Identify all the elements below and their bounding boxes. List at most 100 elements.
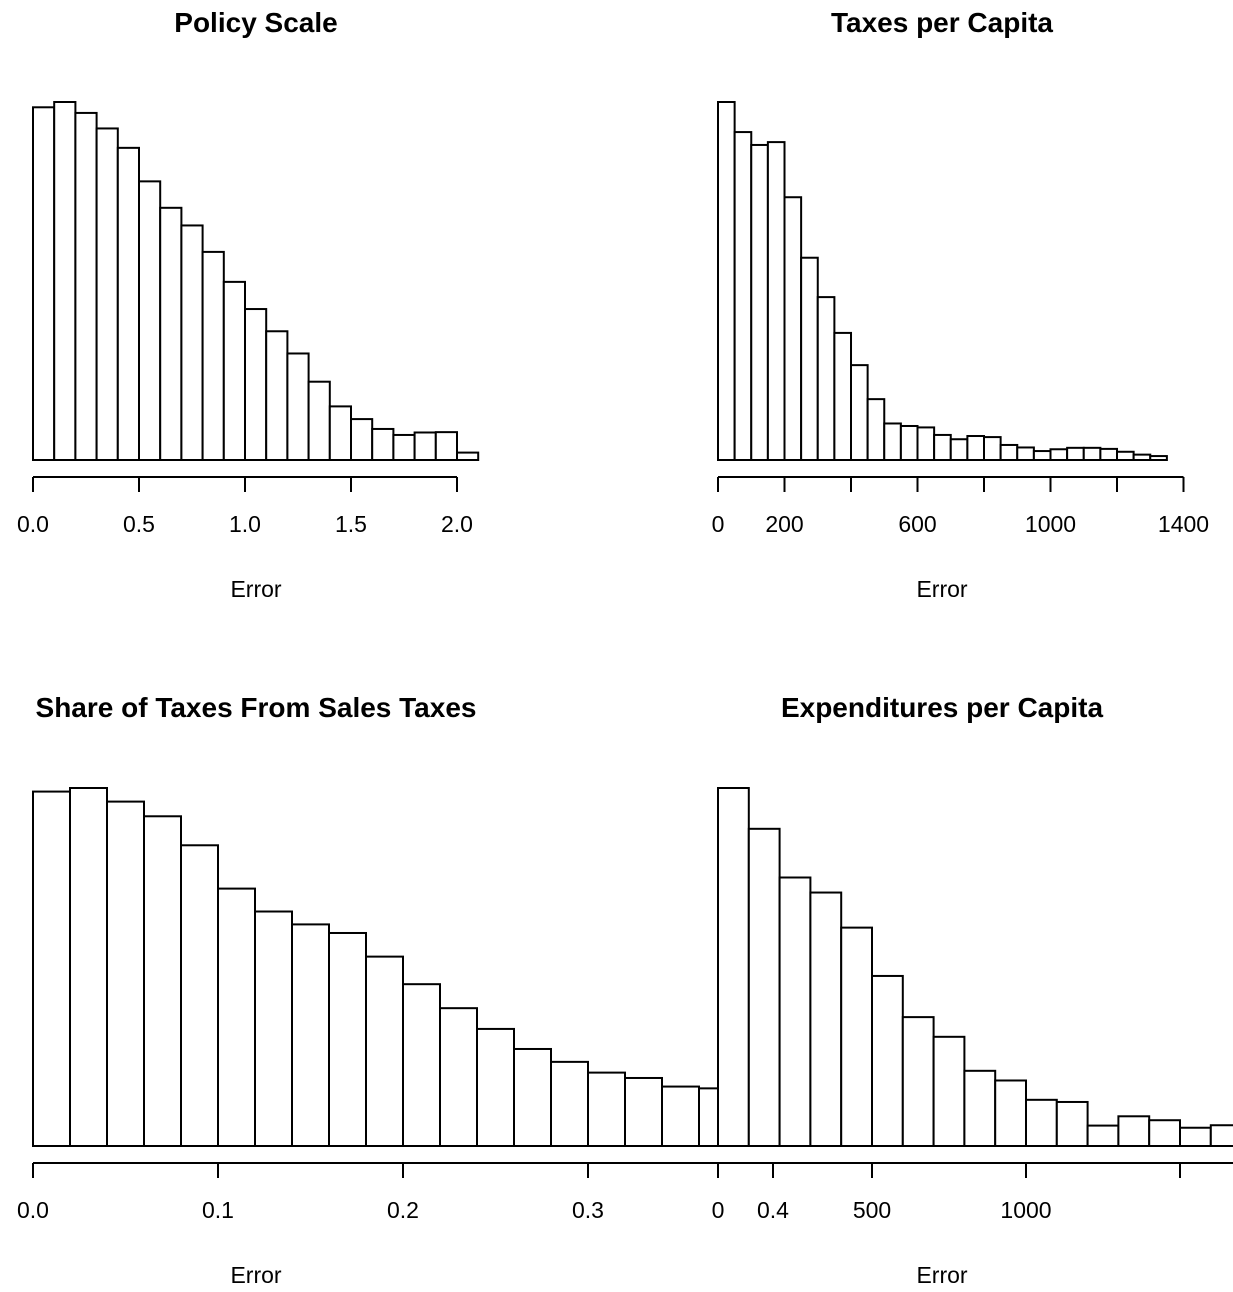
histogram-bar (994, 1079, 1028, 1147)
x-tick-label: 1000 (1000, 1197, 1051, 1223)
histogram-bar (1055, 1100, 1089, 1147)
histogram-bar (901, 1016, 935, 1147)
x-axis-label-expenditures-per-capita: Error (916, 1262, 967, 1288)
x-tick-label: 0.4 (757, 1197, 789, 1223)
histogram-bar (513, 1047, 552, 1147)
histogram-bar (1132, 453, 1152, 462)
histogram-bar (53, 101, 77, 461)
histogram-bar (106, 800, 145, 1147)
histogram-bar (1209, 1124, 1233, 1147)
histogram-bar (661, 1085, 700, 1147)
x-axis-label-share-of-taxes: Error (230, 1262, 281, 1288)
histogram-bar (180, 224, 204, 461)
histogram-bar (32, 790, 71, 1148)
histogram-bar (932, 1035, 966, 1148)
histogram-bar (371, 427, 395, 461)
x-tick-label: 600 (898, 511, 936, 537)
histogram-bar (1148, 1119, 1181, 1147)
x-axis-label-taxes-per-capita: Error (916, 576, 967, 602)
histogram-bar (766, 141, 786, 461)
histogram-bar (871, 974, 904, 1148)
chart-title-policy-scale: Policy Scale (174, 7, 337, 38)
histogram-bar (95, 127, 119, 461)
x-tick-label: 1000 (1025, 511, 1076, 537)
x-tick-label: 1.0 (229, 511, 261, 537)
histogram-bar (350, 418, 374, 461)
histogram-bar (32, 106, 56, 461)
histogram-bar (217, 887, 256, 1147)
histogram-bar (840, 926, 874, 1147)
histogram-bar (850, 364, 869, 462)
chart-title-taxes-per-capita: Taxes per Capita (831, 7, 1053, 38)
histogram-bar (1082, 446, 1102, 461)
histogram-bar (966, 435, 986, 462)
histogram-bar (587, 1071, 626, 1147)
histogram-bar (800, 256, 819, 462)
histogram-bar (778, 876, 812, 1147)
panel-taxes-per-capita: Taxes per Capita Error 0 200 600 1000 1400 (712, 7, 1209, 602)
histogram-bar (286, 352, 310, 462)
x-tick-label: 0.3 (572, 1197, 604, 1223)
histogram-bar (747, 827, 781, 1147)
x-axis-label-policy-scale: Error (230, 576, 281, 602)
histogram-bar (1149, 455, 1168, 461)
histogram-bar (307, 380, 331, 462)
histogram-bar (328, 931, 367, 1147)
histogram-bar (265, 330, 289, 462)
x-tick-label: 2.0 (441, 511, 473, 537)
panel-policy-scale: Policy Scale Error 0.0 0.5 1.0 1.5 2.0 (17, 7, 480, 602)
x-tick-label: 0.0 (17, 511, 49, 537)
histogram-bar (1016, 446, 1035, 462)
histogram-bar (476, 1027, 515, 1148)
histogram-bar (816, 296, 836, 461)
x-tick-label: 200 (765, 511, 803, 537)
histogram-bar (1117, 1115, 1151, 1148)
histogram-bar (434, 431, 458, 462)
histogram-bar (933, 433, 952, 462)
histogram-bar (809, 891, 843, 1147)
histogram-bar (916, 426, 936, 462)
x-tick-label: 0.5 (123, 511, 155, 537)
histogram-bar (783, 196, 803, 461)
x-tick-label: 0.0 (17, 1197, 49, 1223)
histogram-bar (402, 983, 441, 1147)
histogram-bar (866, 398, 886, 462)
histogram-bar (1179, 1126, 1212, 1147)
histogram-bar (138, 180, 162, 462)
x-tick-label: 0.2 (387, 1197, 419, 1223)
histogram-bar (392, 433, 416, 461)
histogram-bar (733, 131, 753, 461)
histogram-bar (365, 955, 404, 1147)
x-tick-label: 500 (853, 1197, 891, 1223)
chart-title-expenditures-per-capita: Expenditures per Capita (781, 692, 1104, 723)
histogram-bar (413, 431, 437, 461)
histogram-bar (717, 101, 736, 461)
histogram-bar (550, 1060, 589, 1147)
histogram-bar (883, 422, 902, 462)
histogram-bar (717, 787, 750, 1147)
histogram-bar (69, 787, 108, 1147)
histogram-bar (833, 331, 853, 461)
x-tick-label: 0 (712, 511, 725, 537)
histogram-bar (899, 424, 919, 461)
histogram-bar (244, 308, 268, 462)
histogram-bar (624, 1076, 663, 1147)
histogram-bar (116, 146, 141, 461)
histogram-bar (254, 910, 293, 1148)
x-tick-label: 1.5 (335, 511, 367, 537)
histogram-bar (328, 405, 352, 462)
chart-title-share-of-taxes: Share of Taxes From Sales Taxes (36, 692, 477, 723)
histogram-bar (456, 451, 480, 461)
histogram-bar (291, 923, 330, 1148)
histogram-bar (1066, 446, 1085, 461)
histogram-bar (1049, 448, 1069, 462)
histogram-bar (180, 844, 219, 1148)
histogram-bar (750, 143, 769, 462)
x-tick-label: 0 (712, 1197, 725, 1223)
histogram-bar (983, 436, 1002, 461)
x-tick-label: 0.1 (202, 1197, 234, 1223)
histogram-bar (1086, 1124, 1120, 1147)
histogram-bar (1099, 447, 1119, 461)
histogram-bar (1025, 1098, 1058, 1147)
